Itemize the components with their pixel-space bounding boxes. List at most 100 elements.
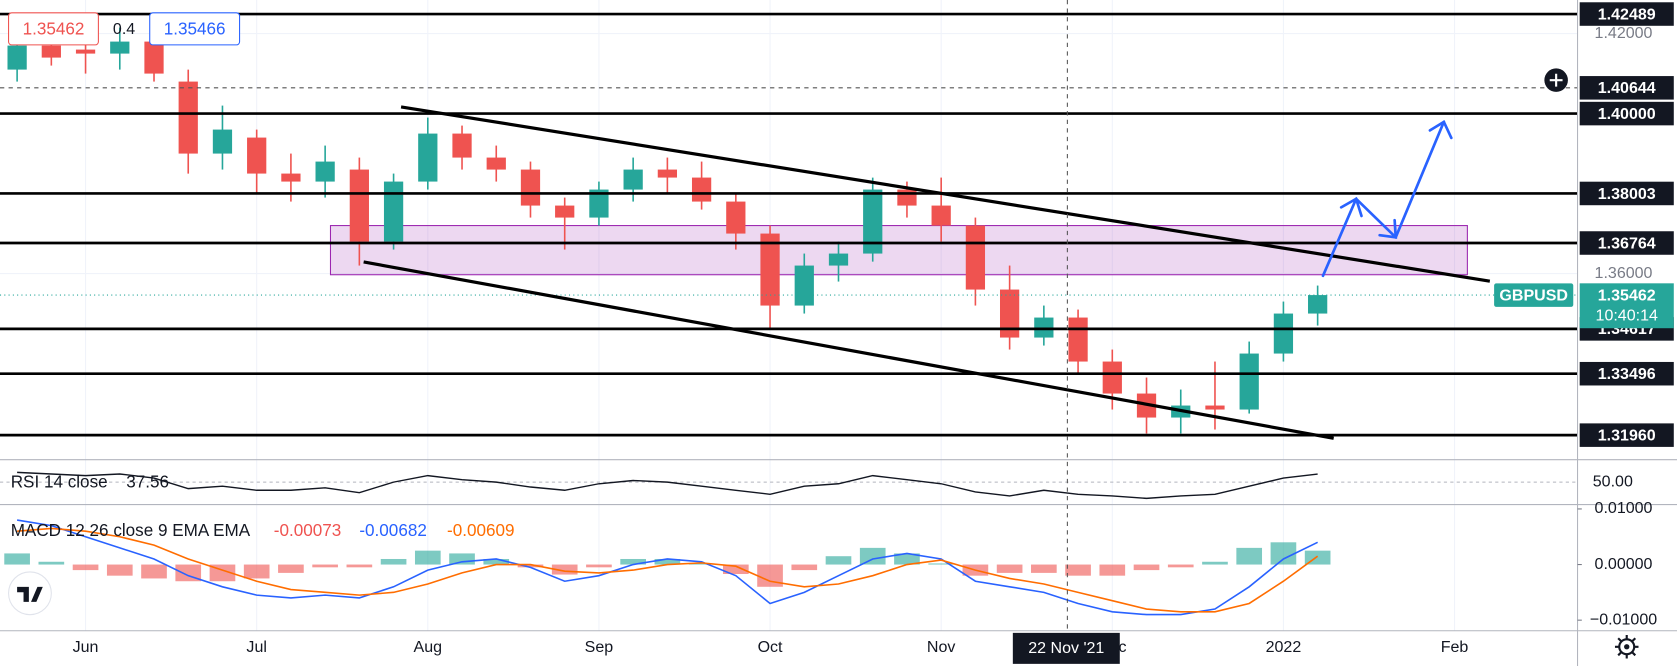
candle-body — [418, 133, 438, 182]
level-label: 1.36764 — [1598, 234, 1656, 252]
x-tick-label: Jun — [73, 638, 99, 656]
last-price-box — [1579, 283, 1674, 329]
bid-price: 1.35462 — [23, 19, 85, 38]
macd-value: -0.00682 — [359, 521, 426, 540]
histogram-bar — [483, 558, 510, 565]
candle-body — [897, 189, 917, 206]
histogram-bar — [1202, 561, 1228, 565]
plot — [0, 12, 1578, 616]
x-tick-label: Feb — [1441, 638, 1469, 656]
level-label-box — [1579, 181, 1674, 206]
histogram-bar — [859, 547, 886, 565]
candle-body — [1273, 313, 1294, 354]
symbol-box — [1494, 283, 1574, 307]
candle-body — [452, 133, 472, 158]
histogram-bar — [106, 564, 133, 576]
histogram-bar — [722, 564, 749, 575]
histogram-bar — [449, 553, 475, 565]
logo[interactable] — [8, 571, 52, 616]
ask-price: 1.35466 — [164, 19, 226, 38]
candle-body — [110, 41, 130, 54]
projection-arrows — [1321, 119, 1453, 278]
candle-body — [1308, 295, 1328, 314]
candle-body — [7, 45, 27, 70]
histogram-bar — [825, 556, 852, 565]
histogram-bar — [243, 564, 270, 579]
candle-body — [657, 169, 678, 178]
rsi-line — [17, 471, 1318, 500]
rsi-value: 37.56 — [126, 473, 169, 492]
histogram-bar — [996, 564, 1023, 573]
macd-signal-value: -0.00609 — [447, 521, 514, 540]
histogram-bar — [1031, 564, 1057, 573]
candle-body — [41, 45, 61, 58]
countdown: 10:40:14 — [1596, 307, 1658, 325]
rsi-title: RSI 14 close — [11, 473, 108, 492]
candle-body — [726, 201, 746, 234]
bid-box[interactable] — [8, 12, 99, 46]
level-label: 1.42489 — [1598, 5, 1656, 23]
level-label-box — [1579, 423, 1674, 447]
candle-body — [281, 173, 301, 182]
candle-body — [247, 137, 267, 174]
candle-body — [760, 233, 780, 306]
crosshair-x-box — [1012, 632, 1120, 664]
candle-body — [828, 253, 849, 266]
candle-body — [486, 157, 506, 170]
histogram-bar — [72, 564, 99, 571]
histogram-bar — [1236, 547, 1263, 565]
zone-box — [329, 225, 1468, 276]
macd-title: MACD 12 26 close 9 EMA EMA — [11, 521, 251, 540]
logo-mark — [17, 586, 43, 602]
candle-body — [383, 181, 404, 242]
histogram-bar — [894, 553, 920, 565]
candle-body — [931, 205, 951, 226]
histogram-bar — [1167, 564, 1194, 568]
candle-body — [794, 265, 814, 306]
candle-body — [999, 289, 1020, 338]
macd-hist-value: -0.00073 — [274, 521, 341, 540]
histogram-bar — [928, 563, 955, 565]
histogram-bar — [312, 564, 338, 568]
candle-body — [691, 177, 712, 202]
histogram-bar — [586, 564, 612, 568]
candle-body — [1239, 353, 1259, 410]
candle-body — [144, 41, 164, 74]
x-tick-label: 2022 — [1266, 638, 1302, 656]
candle-body — [623, 169, 643, 190]
candle-body — [863, 189, 883, 254]
x-tick-label: Oct — [758, 638, 783, 656]
candle-body — [349, 169, 369, 242]
y-tick-label: 0.00000 — [1595, 555, 1653, 573]
candle-body — [555, 205, 575, 218]
x-tick-label: Aug — [414, 638, 443, 656]
histogram-bar — [551, 564, 578, 575]
ask-box[interactable] — [149, 12, 241, 46]
level-label-box — [1579, 361, 1674, 386]
last-price-label: 1.35462 — [1598, 286, 1656, 304]
settings-button[interactable] — [1614, 634, 1639, 659]
candle-body — [315, 161, 335, 182]
candle-body — [1205, 405, 1225, 410]
level-label-box — [1579, 231, 1674, 255]
x-tick-label: Sep — [585, 638, 614, 656]
histogram-bar — [688, 563, 715, 565]
histogram-bar — [1133, 564, 1160, 571]
histogram-bar — [757, 564, 783, 587]
level-label: 1.38003 — [1598, 185, 1656, 203]
arrow — [1354, 197, 1398, 239]
overlay: 1.424891.400001.380031.367641.346171.334… — [1012, 2, 1674, 664]
y-tick-label: 1.42000 — [1595, 24, 1653, 42]
candle-body — [1068, 317, 1088, 362]
macd-line — [16, 519, 1318, 616]
level-label: 1.33496 — [1598, 365, 1656, 383]
histogram-bar — [517, 564, 544, 568]
gear-teeth — [1614, 634, 1639, 659]
level-label-box — [1579, 2, 1674, 26]
arrow-head — [1428, 119, 1453, 140]
histogram-bar — [278, 564, 304, 573]
candle-body — [589, 189, 609, 218]
x-tick-label: Jul — [246, 638, 266, 656]
